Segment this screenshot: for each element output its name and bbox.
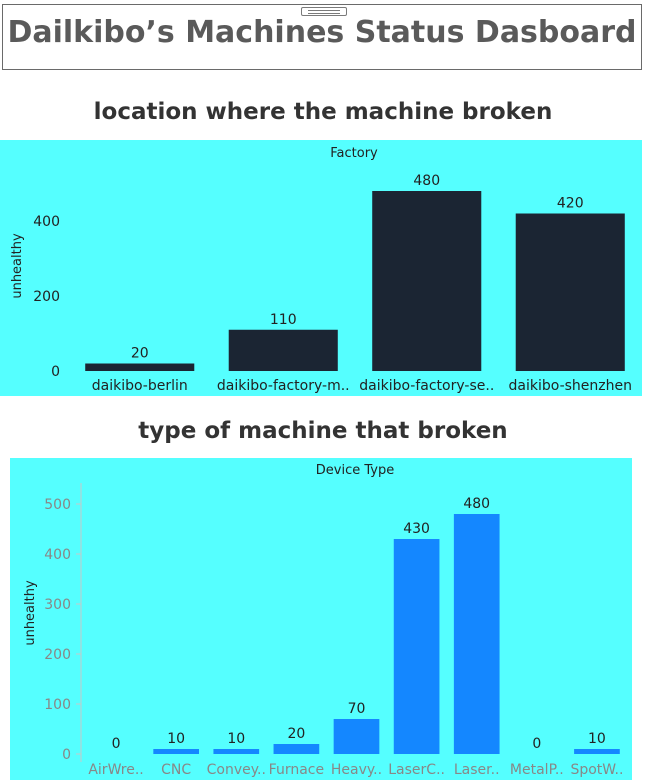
bar [213,749,260,754]
y-axis-label: unhealthy [10,233,25,299]
y-tick-label: 100 [44,697,71,713]
data-label: 480 [413,173,440,189]
chart-subtitle: Device Type [316,463,394,478]
data-label: 0 [112,736,121,752]
chart-subtitle: Factory [330,146,378,161]
bar [85,363,195,371]
bar [574,749,620,754]
bar [393,539,440,754]
y-tick-label: 500 [44,497,71,513]
data-label: 420 [557,196,584,212]
y-axis-label: unhealthy [23,580,38,646]
x-tick-label: daikibo-factory-m.. [217,378,350,394]
y-tick-label: 0 [51,364,60,380]
chart1-title: location where the machine broken [93,99,553,125]
y-tick-label: 400 [33,214,60,230]
x-tick-label: SpotW.. [570,762,623,778]
y-tick-label: 300 [44,597,71,613]
data-label: 480 [463,496,490,512]
bar [453,514,500,754]
x-tick-label: daikibo-shenzhen [509,378,632,394]
data-label: 110 [270,312,297,328]
bar [273,744,320,754]
data-label: 10 [588,731,606,747]
bar [515,213,625,371]
data-label: 10 [227,731,245,747]
x-tick-label: LaserC.. [388,762,445,778]
bar [153,749,200,754]
y-tick-label: 0 [62,747,71,763]
data-label: 20 [131,346,149,362]
data-label: 430 [403,521,430,537]
data-label: 10 [167,731,185,747]
drag-grip-icon[interactable] [301,7,347,16]
chart2-title: type of machine that broken [138,418,508,444]
data-label: 0 [532,736,541,752]
y-tick-label: 200 [33,289,60,305]
data-label: 20 [287,726,305,742]
device-type-bar-chart: Device Typeunhealthy01002003004005000Air… [10,458,632,780]
x-tick-label: daikibo-factory-se.. [359,378,494,394]
data-label: 70 [348,701,366,717]
x-tick-label: MetalP.. [510,762,564,778]
y-tick-label: 400 [44,547,71,563]
bar [228,329,338,371]
x-tick-label: Laser.. [454,762,500,778]
x-tick-label: Furnace [269,762,324,778]
bar [333,719,380,754]
x-tick-label: Convey.. [207,762,266,778]
bar [372,191,482,371]
chart-panel-background [10,458,632,780]
x-tick-label: CNC [161,762,191,778]
dashboard-title: Dailkibo’s Machines Status Dasboard [7,15,637,50]
y-tick-label: 200 [44,647,71,663]
dashboard-title-box: Dailkibo’s Machines Status Dasboard [2,4,642,70]
x-tick-label: Heavy.. [331,762,382,778]
x-tick-label: AirWre.. [88,762,143,778]
factory-bar-chart: Factory unhealthy 0 200 400 20 daikibo-berlin 1… [0,140,642,396]
x-tick-label: daikibo-berlin [92,378,188,394]
